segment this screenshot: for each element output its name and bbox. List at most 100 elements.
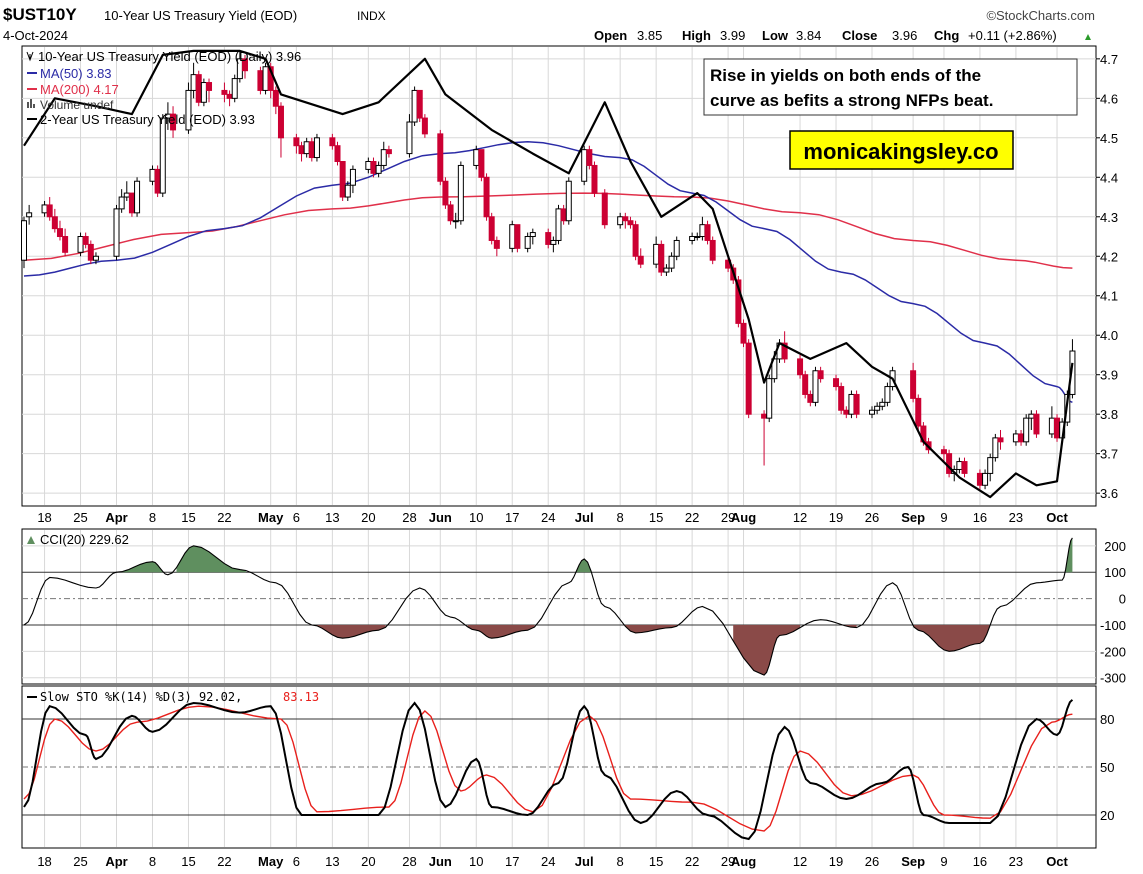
x-tick-label: 6 [293, 854, 300, 869]
cci-overbought-fill [176, 545, 246, 573]
candle [509, 220, 516, 253]
candle-body [478, 149, 485, 178]
cci-panel [21, 528, 1097, 685]
stoch-label-k: Slow STO %K(14) %D(3) 92.02, [40, 690, 242, 704]
candle [581, 145, 588, 186]
x-tick-label: 8 [149, 854, 156, 869]
candle [134, 177, 141, 217]
candle-body [128, 192, 135, 214]
price-y-tick-label: 4.7 [1100, 52, 1118, 67]
cci-oversold-fill [733, 625, 801, 676]
candle [658, 240, 665, 276]
x-tick-label: 8 [617, 854, 624, 869]
x-tick-label: 25 [73, 510, 87, 525]
candle-body [447, 204, 454, 222]
candle-body [555, 208, 562, 241]
candle-body [473, 149, 480, 166]
candle [437, 129, 444, 186]
cci-oversold-fill [316, 625, 386, 639]
close-value: 3.96 [892, 28, 917, 43]
candle-body [961, 461, 968, 474]
candle-body [46, 204, 53, 218]
x-tick-label: 19 [829, 854, 843, 869]
us2y-line [23, 49, 1074, 499]
stoch-k-line [23, 699, 1074, 841]
candle [524, 232, 531, 253]
candle [591, 161, 598, 198]
candle-body [154, 168, 161, 194]
x-tick-label: 25 [73, 854, 87, 869]
legend-volume: Volume undef [40, 98, 114, 112]
candle-body [565, 180, 572, 222]
x-tick-label: Oct [1046, 854, 1068, 869]
cci-y-tick-label: 200 [1104, 539, 1126, 554]
candle-body [807, 393, 814, 403]
candle [704, 220, 711, 245]
cci-y-tick-label: -100 [1100, 618, 1126, 633]
quote-bar: Open 3.85 High 3.99 Low 3.84 Close 3.96 … [594, 28, 1091, 43]
high-label: High [682, 28, 711, 43]
candle-body [1033, 413, 1040, 435]
candle [627, 216, 634, 229]
candle-body [853, 393, 860, 415]
candle [442, 177, 449, 209]
x-tick-label: Jun [429, 854, 452, 869]
candle-body [550, 239, 557, 245]
candle-body [406, 121, 413, 155]
candle-body [56, 228, 63, 238]
x-tick-label: 15 [649, 510, 663, 525]
candle [869, 406, 876, 419]
candle-body [185, 89, 192, 131]
candle [21, 216, 27, 269]
candle [339, 161, 346, 201]
x-tick-label: 29 [721, 854, 735, 869]
candle [1023, 414, 1030, 446]
x-tick-label: 9 [940, 854, 947, 869]
candle [529, 228, 536, 245]
candle-body [617, 216, 624, 226]
candle-body [483, 176, 490, 218]
price-y-tick-label: 4.2 [1100, 249, 1118, 264]
date-label: 4-Oct-2024 [3, 28, 68, 43]
candle [421, 114, 428, 138]
annotation-line2: curve as befits a strong NFPs beat. [710, 91, 993, 110]
candle-body [21, 220, 27, 261]
candle-body [82, 236, 89, 245]
candle [113, 204, 120, 261]
candle-body [704, 224, 711, 241]
candle [946, 449, 953, 478]
x-tick-label: 19 [829, 510, 843, 525]
candle-body [1023, 417, 1030, 443]
candle-body [226, 93, 233, 99]
candle [622, 212, 629, 229]
watermark-box [789, 130, 1014, 170]
candle-body [134, 180, 141, 214]
cci-oversold-fill [625, 625, 677, 633]
x-tick-label: 22 [685, 854, 699, 869]
candle-body [1054, 417, 1061, 439]
candle [375, 161, 382, 178]
x-tick-label: 12 [793, 510, 807, 525]
candle [766, 374, 773, 423]
low-value: 3.84 [796, 28, 821, 43]
candle-body [488, 216, 495, 241]
candle-body [206, 82, 213, 91]
candle-body [622, 216, 629, 222]
cci-y-tick-label: -200 [1100, 644, 1126, 659]
candle [910, 362, 917, 403]
candle-body [833, 378, 840, 388]
candle-body [940, 449, 947, 455]
candle-body [77, 236, 84, 253]
x-tick-label: 28 [402, 854, 416, 869]
x-tick-label: 24 [541, 854, 555, 869]
candle-body [632, 224, 639, 257]
open-label: Open [594, 28, 627, 43]
price-y-tick-label: 3.8 [1100, 407, 1118, 422]
up-arrow-icon [1085, 34, 1091, 40]
candle [802, 370, 809, 399]
x-tick-label: 29 [721, 510, 735, 525]
candle-body [231, 78, 238, 99]
candle-body [344, 184, 351, 198]
legend-us2y: 2-Year US Treasury Yield (EOD) 3.93 [40, 112, 255, 127]
candle-body [987, 457, 994, 474]
